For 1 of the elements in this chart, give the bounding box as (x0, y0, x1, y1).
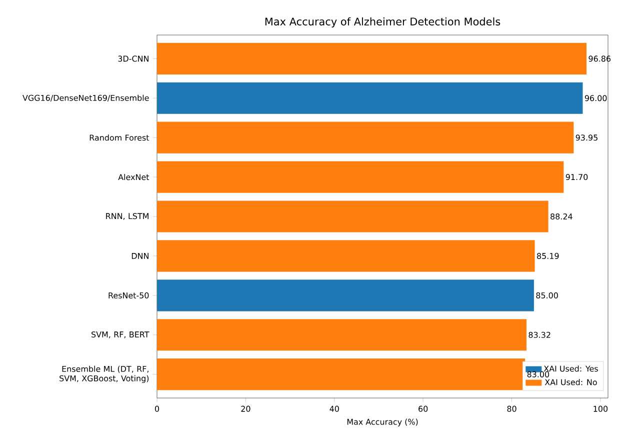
chart-title: Max Accuracy of Alzheimer Detection Models (265, 17, 500, 28)
